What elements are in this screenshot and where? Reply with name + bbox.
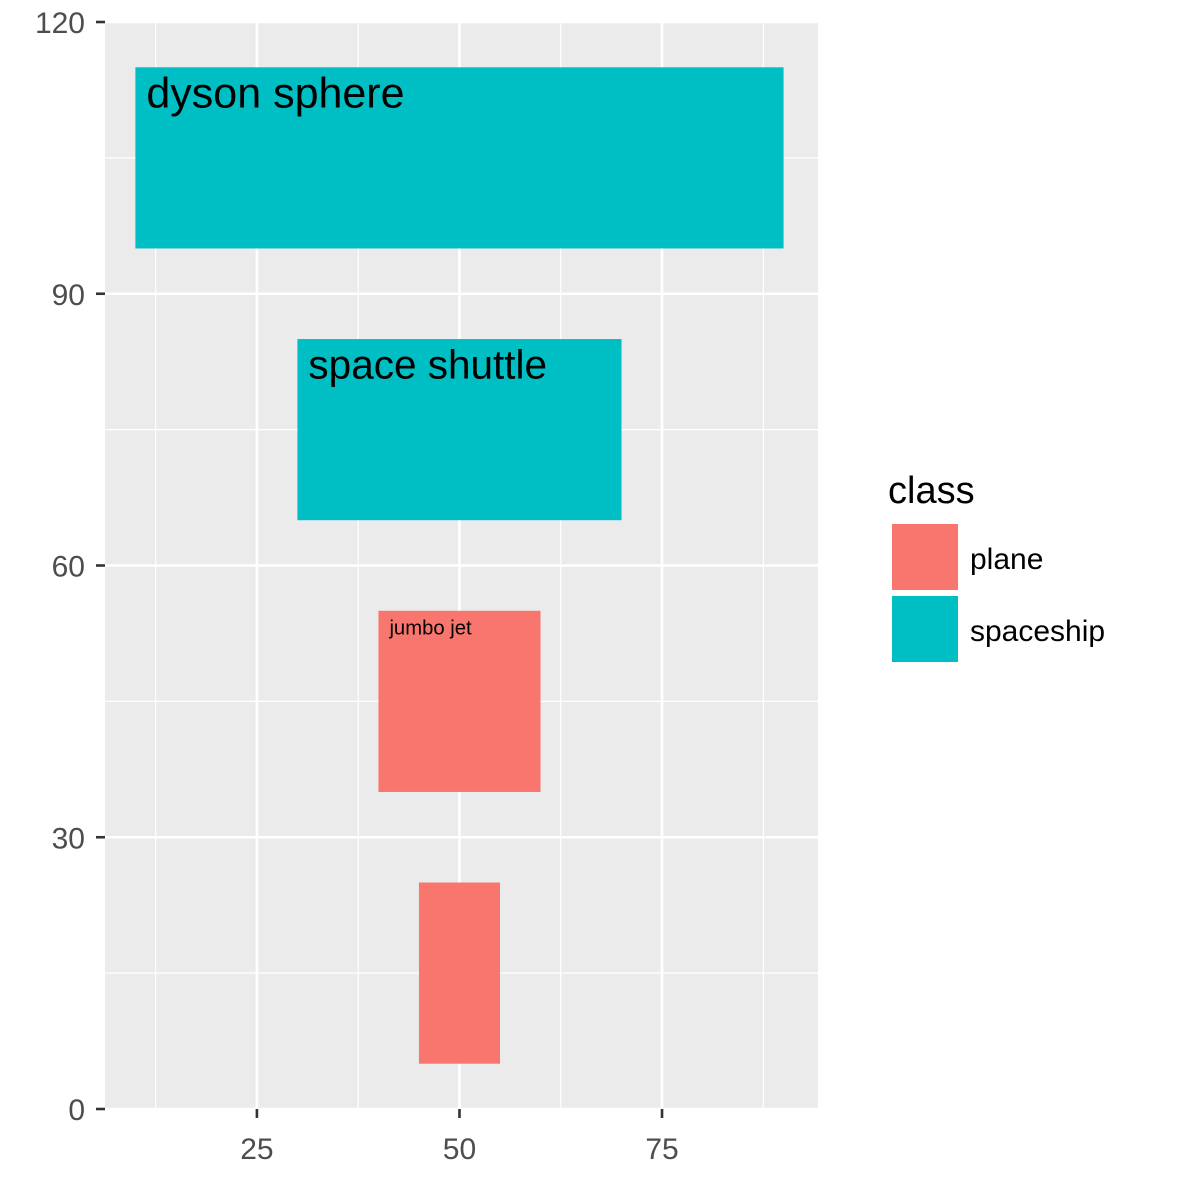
legend-label-plane: plane [970,543,1043,576]
y-tick-label: 30 [52,822,85,855]
legend-title: class [888,470,975,512]
y-tick-label: 0 [68,1094,85,1127]
rect-spaceship [135,67,784,249]
rect-label: space shuttle [308,342,547,388]
x-tick-label: 75 [645,1133,678,1166]
rect-spaceship [297,339,622,521]
rect-label: jumbo jet [388,617,472,639]
rect-label: dyson sphere [146,70,404,118]
y-tick-label: 90 [52,279,85,312]
rect-plane [378,610,541,792]
chart-marks: jumbo jet space shuttle dyson sphere [135,67,784,1064]
rect-plane [418,882,500,1064]
y-tick-label: 120 [35,7,85,40]
legend-label-spaceship: spaceship [970,615,1105,648]
legend: class plane spaceship [888,470,1105,662]
x-tick-label: 25 [240,1133,273,1166]
legend-key-plane [892,524,958,590]
y-tick-label: 60 [52,551,85,584]
x-tick-label: 50 [443,1133,476,1166]
legend-key-spaceship [892,596,958,662]
axes: 25 50 75 0 30 60 90 120 [35,7,679,1166]
